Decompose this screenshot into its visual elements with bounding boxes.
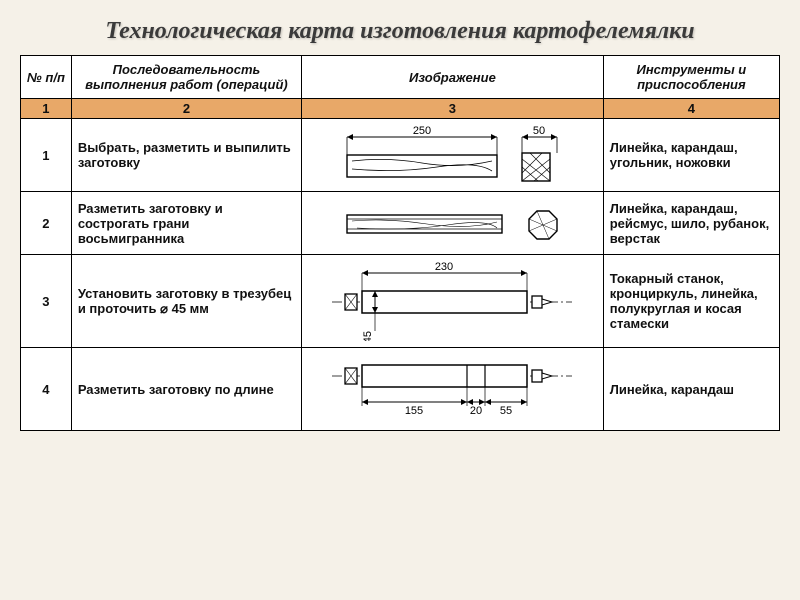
header-ops: Последовательность выполнения работ (опе… [71,56,301,99]
drawing-1: 250 50 [327,125,577,185]
table-container: № п/п Последовательность выполнения рабо… [0,55,800,431]
header-tools: Инструменты и приспособления [603,56,779,99]
colnum-1: 1 [21,99,72,119]
drawing-3: 230 ⌀45 [327,261,577,341]
tools-text: Линейка, карандаш, рейсмус, шило, рубано… [603,192,779,255]
colnum-3: 3 [302,99,604,119]
table-row: 3 Установить заготовку в трезубец и прот… [21,255,780,348]
svg-text:155: 155 [405,405,423,417]
tools-text: Линейка, карандаш, угольник, ножовки [603,119,779,192]
colnum-4: 4 [603,99,779,119]
table-row: 2 Разметить заготовку и сострогать грани… [21,192,780,255]
table-row: 4 Разметить заготовку по длине [21,348,780,431]
tools-text: Линейка, карандаш [603,348,779,431]
svg-text:50: 50 [533,125,545,137]
drawing-2 [327,198,577,248]
operation-text: Разметить заготовку и сострогать грани в… [71,192,301,255]
svg-text:55: 55 [500,405,512,417]
step-number: 2 [21,192,72,255]
operation-text: Выбрать, разметить и выпилить заготовку [71,119,301,192]
step-number: 1 [21,119,72,192]
drawing-cell: 230 ⌀45 [302,255,604,348]
drawing-cell: 155 20 55 [302,348,604,431]
drawing-cell: 250 50 [302,119,604,192]
process-table: № п/п Последовательность выполнения рабо… [20,55,780,431]
page-title: Технологическая карта изготовления карто… [0,0,800,55]
header-img: Изображение [302,56,604,99]
step-number: 4 [21,348,72,431]
tools-text: Токарный станок, кронциркуль, линейка, п… [603,255,779,348]
drawing-cell [302,192,604,255]
svg-text:230: 230 [435,261,453,273]
operation-text: Установить заготовку в трезубец и проточ… [71,255,301,348]
colnum-2: 2 [71,99,301,119]
header-num: № п/п [21,56,72,99]
step-number: 3 [21,255,72,348]
svg-text:⌀45: ⌀45 [362,331,374,341]
column-number-row: 1 2 3 4 [21,99,780,119]
header-row: № п/п Последовательность выполнения рабо… [21,56,780,99]
svg-text:250: 250 [413,125,431,137]
svg-text:20: 20 [470,405,482,417]
operation-text: Разметить заготовку по длине [71,348,301,431]
table-row: 1 Выбрать, разметить и выпилить заготовк… [21,119,780,192]
drawing-4: 155 20 55 [327,354,577,424]
